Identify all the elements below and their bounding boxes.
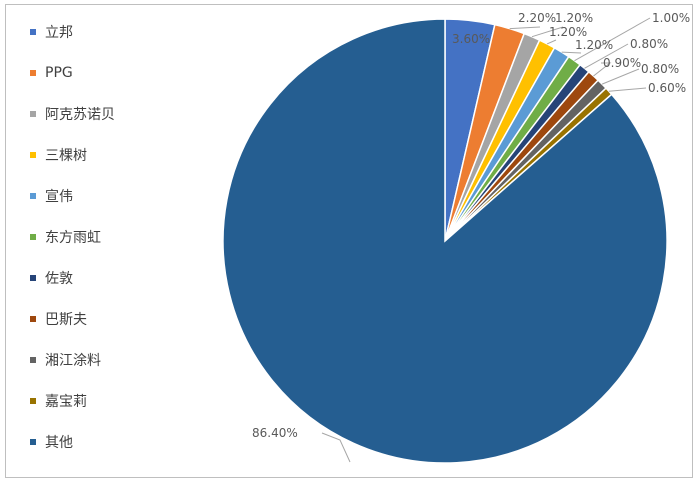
legend-item: 其他 <box>30 432 73 452</box>
leader-line <box>584 43 629 69</box>
legend-label: 宣伟 <box>45 189 73 205</box>
leader-line <box>321 432 351 463</box>
leader-lines <box>321 17 651 463</box>
legend-swatch <box>30 152 36 158</box>
legend-swatch <box>30 29 36 35</box>
pie-slice <box>222 18 668 464</box>
data-labels: 3.60%2.20%1.20%1.20%1.20%1.00%0.80%0.90%… <box>252 11 690 440</box>
legend-label: 阿克苏诺贝 <box>45 107 115 123</box>
legend-label: 东方雨虹 <box>45 230 101 246</box>
legend-label: PPG <box>45 65 73 81</box>
data-label: 0.90% <box>603 56 641 70</box>
legend-item: 嘉宝莉 <box>30 391 87 411</box>
pie-slices <box>222 18 668 464</box>
legend-swatch <box>30 357 36 363</box>
legend-swatch <box>30 234 36 240</box>
legend-label: 三棵树 <box>45 148 87 164</box>
data-label: 1.20% <box>555 11 593 25</box>
leader-line <box>593 62 612 77</box>
leader-line <box>601 68 640 85</box>
leader-line <box>574 17 651 62</box>
legend-swatch <box>30 70 36 76</box>
leader-line <box>546 39 557 45</box>
legend-item: 立邦 <box>30 22 73 42</box>
leader-line <box>531 26 564 38</box>
data-label: 86.40% <box>252 426 298 440</box>
data-label: 1.00% <box>652 11 690 25</box>
legend-swatch <box>30 398 36 404</box>
legend-item: PPG <box>30 63 73 83</box>
legend-label: 嘉宝莉 <box>45 394 87 410</box>
legend-label: 佐敦 <box>45 271 73 287</box>
leader-line <box>608 87 647 92</box>
legend-swatch <box>30 439 36 445</box>
legend-swatch <box>30 111 36 117</box>
legend-item: 宣伟 <box>30 186 73 206</box>
legend-swatch <box>30 275 36 281</box>
data-label: 1.20% <box>575 38 613 52</box>
data-label: 0.60% <box>648 81 686 95</box>
legend-item: 巴斯夫 <box>30 309 87 329</box>
legend-label: 巴斯夫 <box>45 312 87 328</box>
leader-line <box>561 51 582 54</box>
data-label: 3.60% <box>452 32 490 46</box>
legend-label: 湘江涂料 <box>45 353 101 369</box>
legend-swatch <box>30 193 36 199</box>
data-label: 1.20% <box>549 25 587 39</box>
legend-item: 阿克苏诺贝 <box>30 104 115 124</box>
legend-swatch <box>30 316 36 322</box>
legend-item: 三棵树 <box>30 145 87 165</box>
data-label: 2.20% <box>518 11 556 25</box>
legend-label: 其他 <box>45 435 73 451</box>
legend-label: 立邦 <box>45 25 73 41</box>
data-label: 0.80% <box>641 62 679 76</box>
leader-line <box>509 26 541 30</box>
legend-item: 东方雨虹 <box>30 227 101 247</box>
legend-item: 佐敦 <box>30 268 73 288</box>
legend-item: 湘江涂料 <box>30 350 101 370</box>
data-label: 0.80% <box>630 37 668 51</box>
